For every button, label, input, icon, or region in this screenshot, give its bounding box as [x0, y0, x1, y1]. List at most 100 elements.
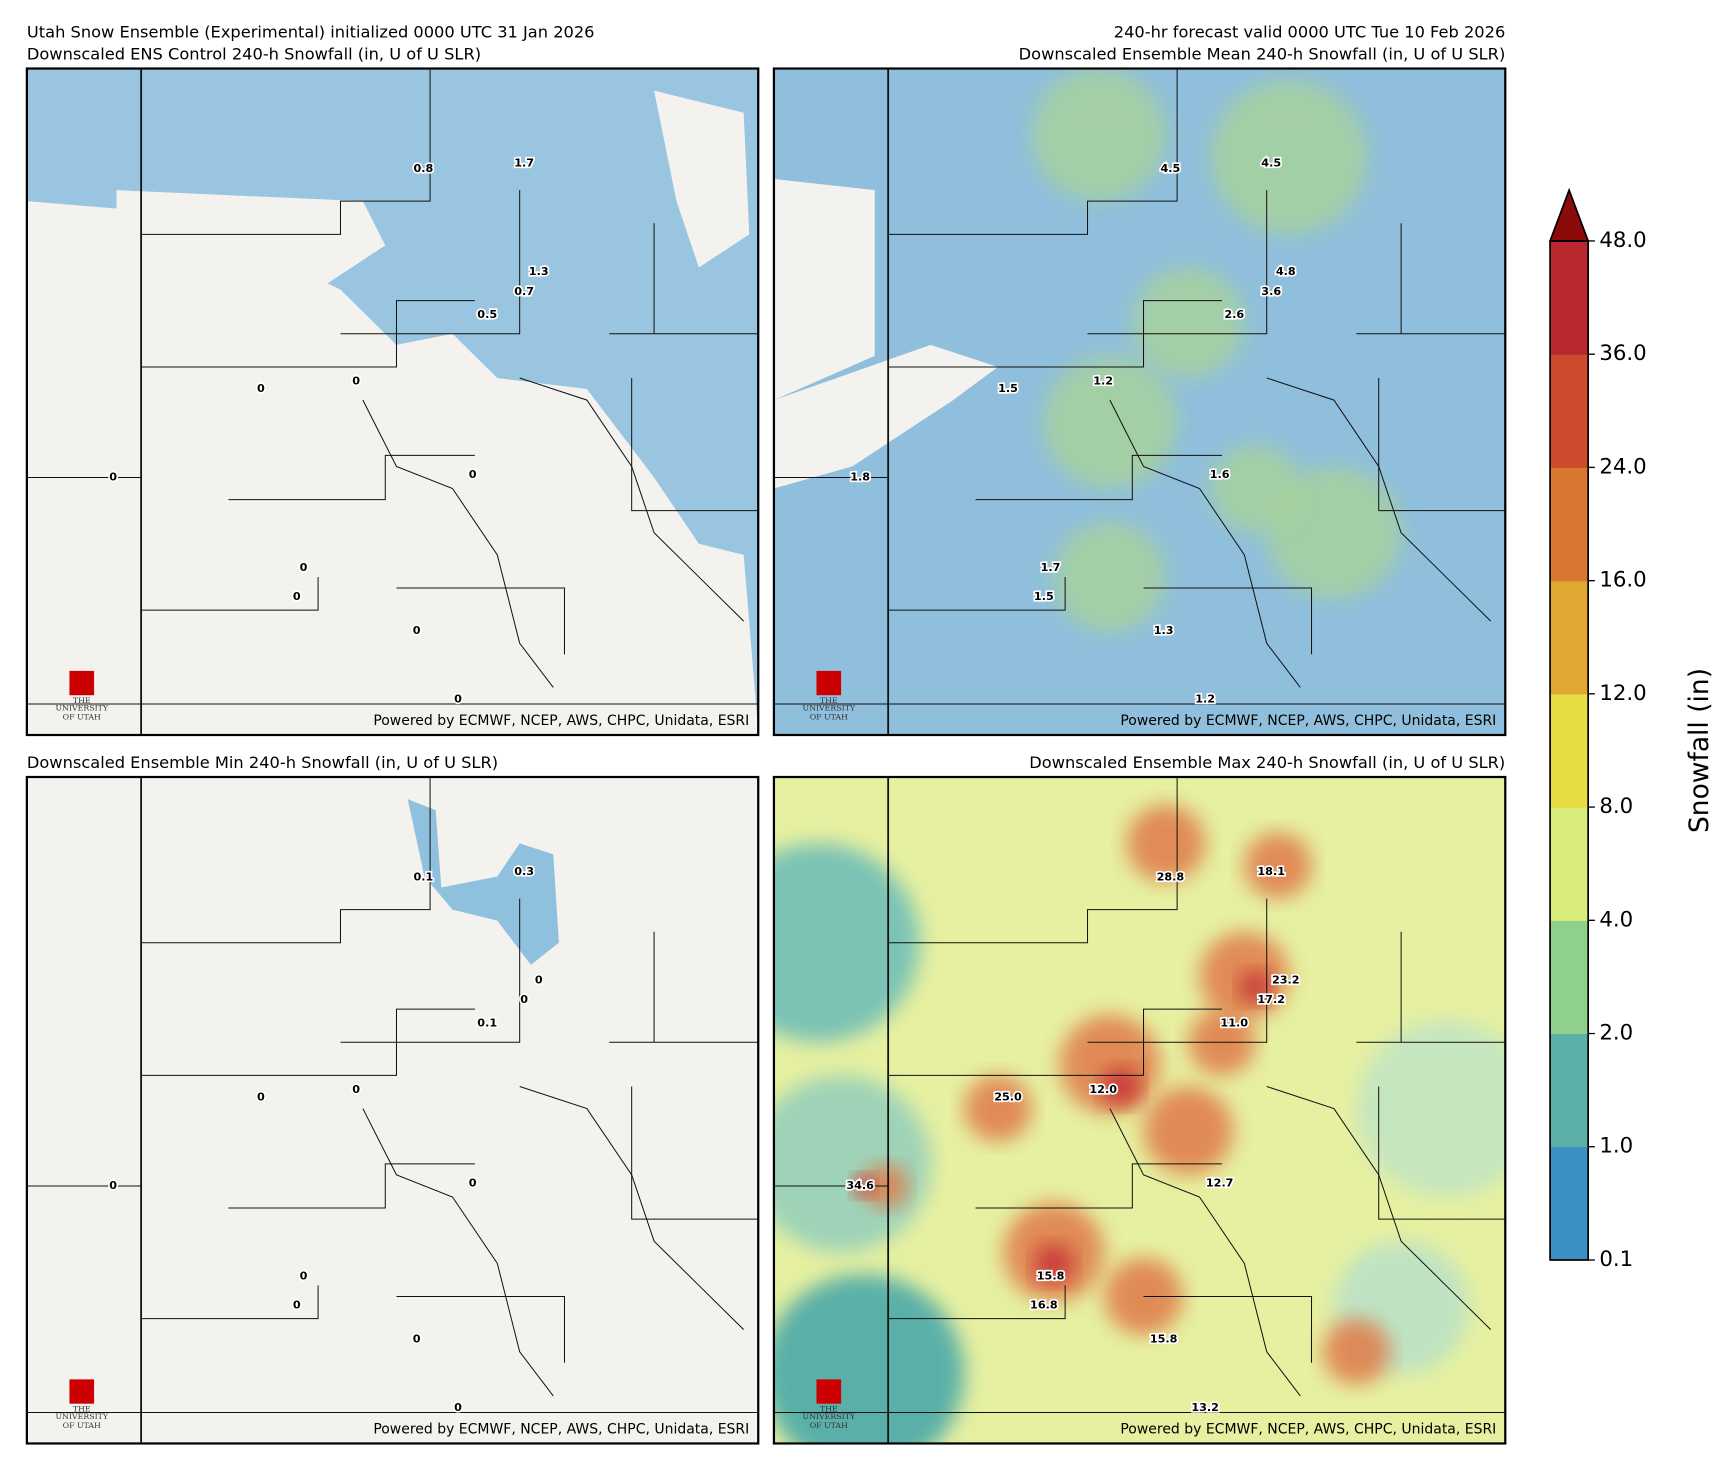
header-right: 240-hr forecast valid 0000 UTC Tue 10 Fe… [1114, 23, 1506, 42]
point-label: 0 [300, 561, 308, 574]
colorbar-extend [1548, 187, 1590, 242]
map-layer [26, 68, 759, 735]
logo-text: THE [73, 696, 91, 705]
point-label: 1.3 [529, 265, 549, 278]
point-label: 15.8 [1150, 1333, 1178, 1346]
point-label: 1.6 [1210, 468, 1230, 481]
snow-patch [1126, 804, 1206, 882]
clear-area [773, 179, 875, 401]
logo-text: UNIVERSITY [803, 1412, 856, 1421]
boundary [228, 454, 475, 501]
point-label: 0 [293, 1298, 301, 1311]
point-label: 15.8 [1037, 1270, 1065, 1283]
colorbar-segment [1550, 240, 1589, 355]
credit: Powered by ECMWF, NCEP, AWS, CHPC, Unida… [1120, 713, 1496, 729]
boundary [975, 1163, 1222, 1209]
boundary [228, 1163, 475, 1209]
point-label: 0 [300, 1270, 308, 1283]
point-label: 4.5 [1160, 162, 1180, 175]
point-label: 1.3 [1154, 624, 1174, 637]
point-label: 13.2 [1191, 1401, 1219, 1414]
point-label: 1.5 [998, 382, 1018, 395]
boundary [396, 587, 565, 655]
boundary [340, 898, 521, 1043]
boundary [1087, 898, 1268, 1043]
point-label: 0.5 [477, 308, 497, 321]
boundary [141, 1008, 475, 1076]
panel-title: Downscaled Ensemble Min 240-h Snowfall (… [27, 753, 498, 772]
colorbar-label: Snowfall (in) [1684, 668, 1715, 833]
snow-patch [1031, 68, 1166, 202]
snow-patch [1143, 1086, 1234, 1175]
point-label: 3.6 [1261, 285, 1281, 298]
point-label: 0 [469, 468, 477, 481]
point-label: 1.7 [514, 157, 534, 170]
colorbar-tick-label: 2.0 [1599, 1020, 1633, 1045]
colorbar-tick-label: 48.0 [1599, 227, 1646, 252]
snow-area [407, 799, 559, 965]
boundary [362, 399, 554, 688]
colorbar-tick-label: 0.1 [1599, 1246, 1633, 1271]
colorbar-segment [1550, 354, 1589, 468]
snow-patch [964, 1075, 1032, 1142]
boundary [141, 1285, 319, 1320]
logo-u [69, 1379, 95, 1404]
boundary [1378, 1086, 1506, 1220]
clear-area [773, 344, 998, 489]
boundary [1143, 1295, 1313, 1363]
clear-area [116, 190, 386, 290]
point-label: 0.1 [413, 871, 433, 884]
point-label: 1.7 [1041, 561, 1061, 574]
snow-patch [1244, 832, 1312, 899]
boundary [340, 190, 521, 335]
snow-patch [1104, 1257, 1183, 1336]
point-label: 1.5 [1034, 590, 1054, 603]
boundary [1266, 1086, 1492, 1330]
boundary [519, 1086, 745, 1330]
snow-patch [1266, 466, 1402, 600]
point-label: 1.2 [1093, 374, 1113, 387]
boundary [141, 300, 475, 368]
map-frame [772, 775, 1507, 1445]
point-label: 0 [352, 1083, 360, 1096]
point-label: 0 [520, 993, 528, 1006]
colorbar-segment [1550, 693, 1589, 808]
point-label: 4.8 [1276, 265, 1296, 278]
logo-text: THE [820, 696, 838, 705]
colorbar-segment [1550, 807, 1589, 921]
panel-title: Downscaled Ensemble Mean 240-h Snowfall … [1019, 45, 1506, 64]
logo-text: THE [73, 1404, 91, 1413]
boundary [1266, 377, 1492, 622]
map-frame [25, 67, 760, 737]
point-label: 25.0 [994, 1091, 1022, 1104]
map-layer [773, 777, 1506, 1444]
boundary [888, 1008, 1222, 1076]
point-label: 0 [109, 471, 117, 484]
logo-text: OF UTAH [63, 713, 101, 722]
snow-patch [1322, 1318, 1390, 1385]
panel-title: Downscaled ENS Control 240-h Snowfall (i… [27, 45, 481, 64]
panel-title: Downscaled Ensemble Max 240-h Snowfall (… [1029, 753, 1505, 772]
colorbar-segment [1550, 1146, 1589, 1261]
snow-patch [1210, 444, 1301, 533]
logo-u [816, 1379, 842, 1404]
point-label: 28.8 [1157, 871, 1185, 884]
colorbar-segment [1550, 580, 1589, 695]
point-label: 0 [352, 374, 360, 387]
point-label: 1.8 [850, 471, 870, 484]
colorbar-tick-label: 12.0 [1599, 680, 1646, 705]
snow-patch [1100, 1066, 1142, 1107]
colorbar-tick-label: 8.0 [1599, 793, 1633, 818]
snow-patch [1132, 267, 1245, 378]
logo-text: UNIVERSITY [55, 1412, 108, 1421]
colorbar-tick-label: 16.0 [1599, 567, 1646, 592]
snow-patch [773, 1274, 965, 1444]
logo-text: THE [820, 1404, 838, 1413]
map-layer [773, 68, 1506, 735]
header-left: Utah Snow Ensemble (Experimental) initia… [27, 23, 595, 42]
point-label: 0 [469, 1177, 477, 1190]
point-label: 0 [535, 973, 543, 986]
